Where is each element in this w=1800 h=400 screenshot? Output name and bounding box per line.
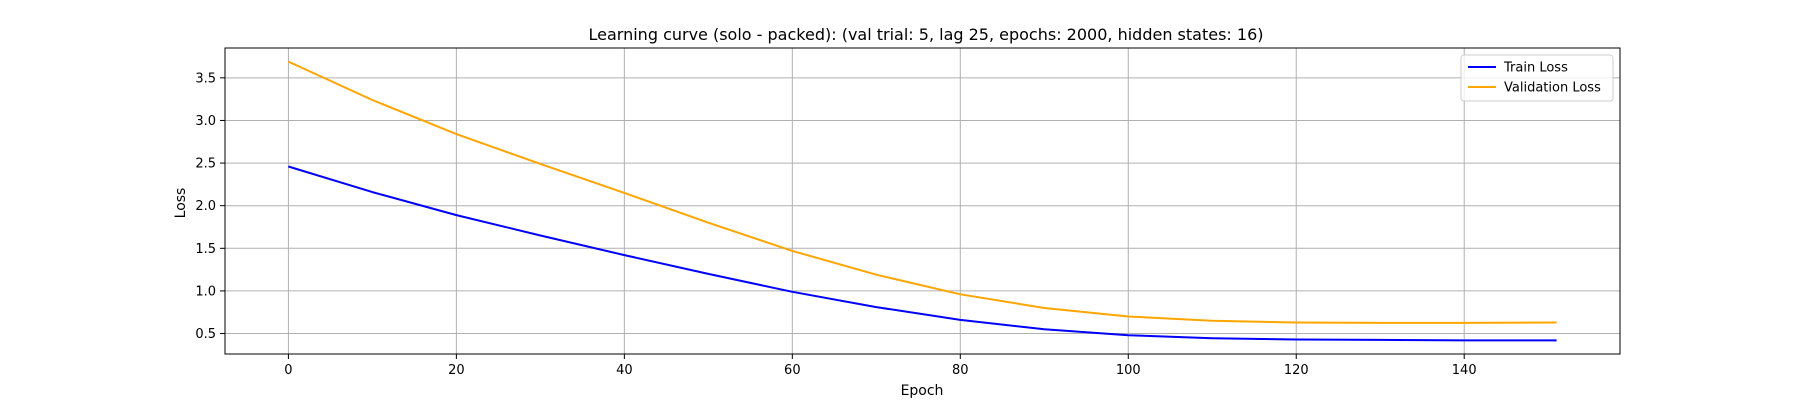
series-lines [287,60,1557,342]
x-tick-label: 60 [784,363,801,378]
x-axis-label: Epoch [901,383,944,399]
legend-label-validation: Validation Loss [1504,81,1601,96]
y-tick-label: 2.5 [195,157,216,172]
x-tick-label: 140 [1452,363,1477,378]
series-line-train-loss [288,165,1557,342]
chart-title: Learning curve (solo - packed): (val tri… [589,25,1264,44]
x-axis-ticks: 0 20 40 60 80 100 120 140 [284,354,1477,378]
legend: Train Loss Validation Loss [1460,54,1614,102]
y-axis-ticks: 0.5 1.0 1.5 2.0 2.5 3.0 3.5 [195,71,225,342]
y-tick-label: 1.5 [195,242,216,257]
x-tick-label: 80 [952,363,969,378]
y-tick-label: 2.0 [195,199,216,214]
y-tick-label: 1.0 [195,284,216,299]
x-tick-label: 0 [284,363,292,378]
y-tick-label: 3.5 [195,71,216,86]
legend-box [1460,54,1614,102]
legend-label-train: Train Loss [1503,61,1568,76]
x-tick-label: 120 [1284,363,1309,378]
series-line-validation-loss [287,60,1557,324]
y-tick-label: 0.5 [195,327,216,342]
x-tick-label: 20 [448,363,465,378]
y-axis-label: Loss [173,188,189,219]
x-tick-label: 40 [616,363,633,378]
y-tick-label: 3.0 [195,114,216,129]
grid-lines [225,48,1620,354]
x-tick-label: 100 [1116,363,1141,378]
plot-frame [224,47,1621,355]
